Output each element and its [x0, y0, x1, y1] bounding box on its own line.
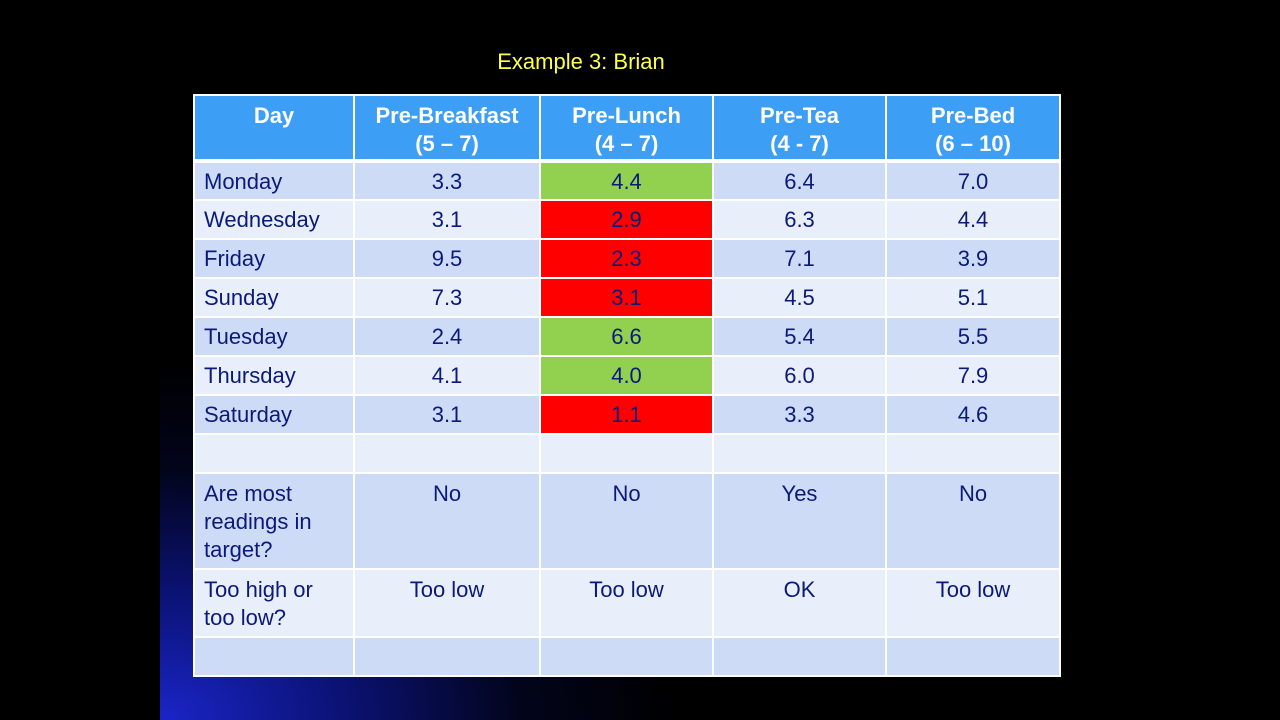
empty-cell: [353, 433, 541, 474]
slide-title: Example 3: Brian: [497, 49, 665, 74]
pre-lunch-cell: 2.3: [539, 238, 714, 279]
pre-bed-cell: 5.1: [885, 277, 1061, 318]
pre-breakfast-cell: 4.1: [353, 355, 541, 396]
high-low-question: Too high or too low?: [193, 568, 355, 638]
table-row: Monday 3.3 4.4 6.4 7.0: [193, 160, 1061, 201]
table-row: Saturday 3.1 1.1 3.3 4.6: [193, 394, 1061, 435]
table-row: Wednesday 3.1 2.9 6.3 4.4: [193, 199, 1061, 240]
in-target-answer: Yes: [712, 472, 887, 570]
pre-bed-cell: 7.0: [885, 160, 1061, 201]
pre-tea-cell: 3.3: [712, 394, 887, 435]
high-low-row: Too high or too low? Too low Too low OK …: [193, 568, 1061, 638]
high-low-answer: Too low: [539, 568, 714, 638]
header-day: Day: [193, 94, 355, 163]
high-low-answer: Too low: [353, 568, 541, 638]
pre-tea-cell: 4.5: [712, 277, 887, 318]
header-pre-bed: Pre-Bed (6 – 10): [885, 94, 1061, 163]
header-pre-lunch: Pre-Lunch (4 – 7): [539, 94, 714, 163]
in-target-question: Are most readings in target?: [193, 472, 355, 570]
header-pre-breakfast: Pre-Breakfast (5 – 7): [353, 94, 541, 163]
day-cell: Thursday: [193, 355, 355, 396]
pre-lunch-cell: 4.0: [539, 355, 714, 396]
pre-bed-cell: 7.9: [885, 355, 1061, 396]
in-target-answer: No: [885, 472, 1061, 570]
pre-breakfast-cell: 9.5: [353, 238, 541, 279]
day-cell: Saturday: [193, 394, 355, 435]
empty-cell: [885, 433, 1061, 474]
pre-bed-cell: 4.4: [885, 199, 1061, 240]
empty-row: [193, 636, 1061, 677]
pre-breakfast-cell: 3.1: [353, 199, 541, 240]
pre-breakfast-cell: 3.1: [353, 394, 541, 435]
header-pre-tea: Pre-Tea (4 - 7): [712, 94, 887, 163]
empty-cell: [353, 636, 541, 677]
table-row: Friday 9.5 2.3 7.1 3.9: [193, 238, 1061, 279]
empty-cell: [193, 433, 355, 474]
table-row: Thursday 4.1 4.0 6.0 7.9: [193, 355, 1061, 396]
pre-breakfast-cell: 7.3: [353, 277, 541, 318]
pre-tea-cell: 5.4: [712, 316, 887, 357]
pre-lunch-cell: 4.4: [539, 160, 714, 201]
pre-tea-cell: 6.3: [712, 199, 887, 240]
empty-cell: [193, 636, 355, 677]
day-cell: Wednesday: [193, 199, 355, 240]
pre-lunch-cell: 2.9: [539, 199, 714, 240]
day-cell: Sunday: [193, 277, 355, 318]
header-row: Day Pre-Breakfast (5 – 7) Pre-Lunch (4 –…: [193, 94, 1061, 163]
high-low-answer: Too low: [885, 568, 1061, 638]
pre-lunch-cell: 1.1: [539, 394, 714, 435]
empty-cell: [885, 636, 1061, 677]
pre-tea-cell: 6.0: [712, 355, 887, 396]
pre-lunch-cell: 3.1: [539, 277, 714, 318]
empty-cell: [712, 636, 887, 677]
in-target-answer: No: [353, 472, 541, 570]
glucose-readings-table: Day Pre-Breakfast (5 – 7) Pre-Lunch (4 –…: [193, 94, 1061, 677]
pre-lunch-cell: 6.6: [539, 316, 714, 357]
in-target-answer: No: [539, 472, 714, 570]
day-cell: Friday: [193, 238, 355, 279]
pre-tea-cell: 7.1: [712, 238, 887, 279]
empty-row: [193, 433, 1061, 474]
empty-cell: [712, 433, 887, 474]
pre-breakfast-cell: 2.4: [353, 316, 541, 357]
high-low-answer: OK: [712, 568, 887, 638]
pre-tea-cell: 6.4: [712, 160, 887, 201]
pre-breakfast-cell: 3.3: [353, 160, 541, 201]
pre-bed-cell: 4.6: [885, 394, 1061, 435]
empty-cell: [539, 636, 714, 677]
pre-bed-cell: 5.5: [885, 316, 1061, 357]
in-target-row: Are most readings in target? No No Yes N…: [193, 472, 1061, 570]
table-row: Tuesday 2.4 6.6 5.4 5.5: [193, 316, 1061, 357]
pre-bed-cell: 3.9: [885, 238, 1061, 279]
day-cell: Tuesday: [193, 316, 355, 357]
table-row: Sunday 7.3 3.1 4.5 5.1: [193, 277, 1061, 318]
empty-cell: [539, 433, 714, 474]
day-cell: Monday: [193, 160, 355, 201]
